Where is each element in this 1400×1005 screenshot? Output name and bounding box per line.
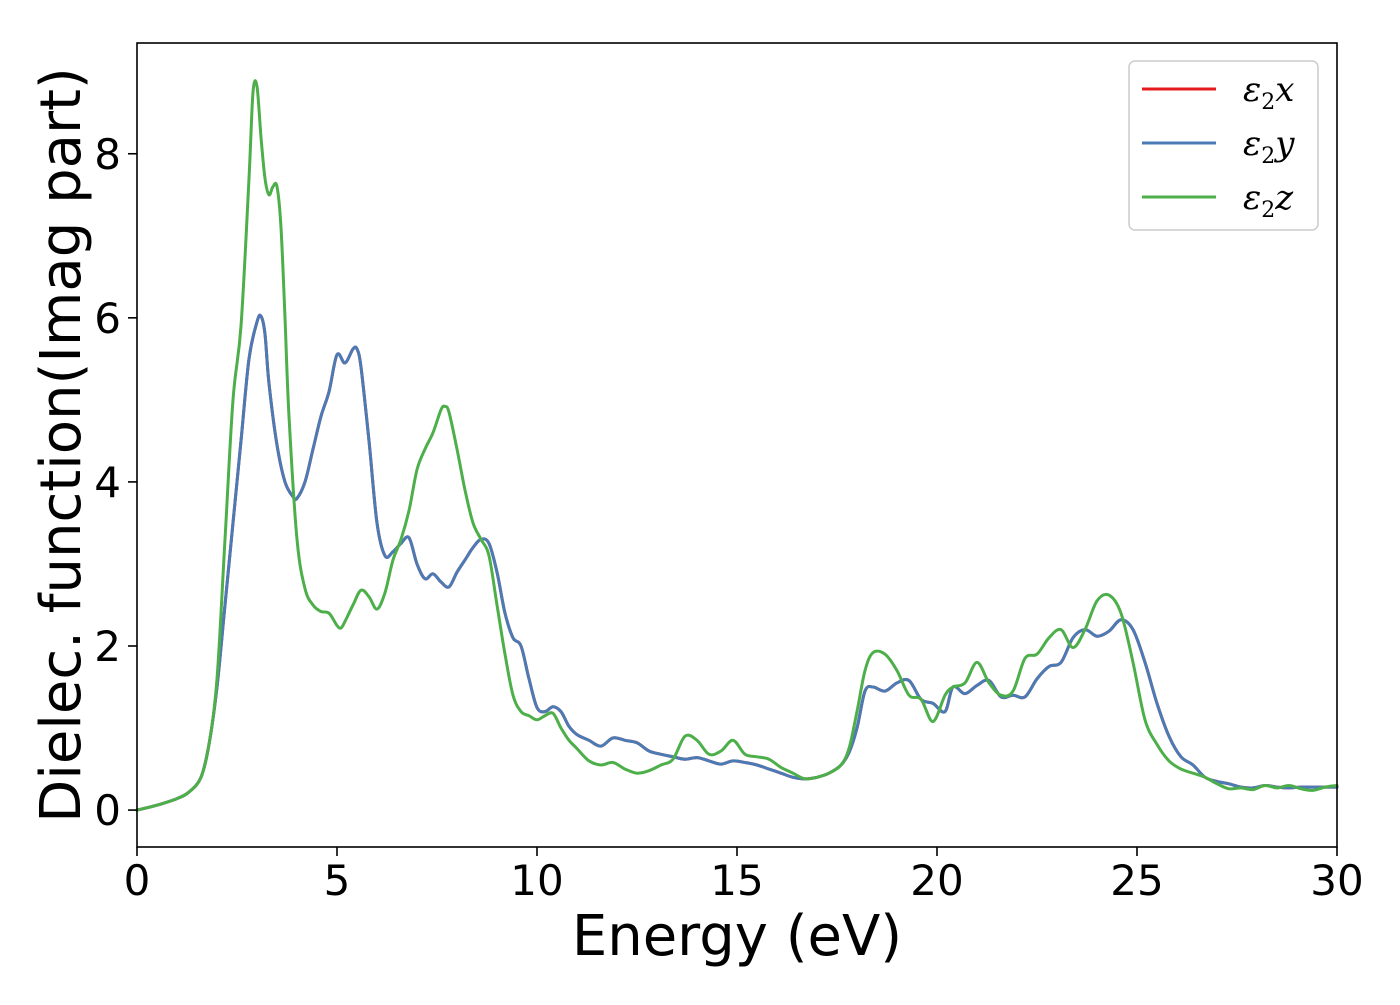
x-tick-label: 10 — [510, 856, 563, 905]
legend-label-base: ε — [1243, 70, 1261, 110]
x-tick-label: 15 — [710, 856, 763, 905]
x-axis: 0 5 10 15 20 25 30 — [124, 847, 1364, 905]
legend-label-z: ε2z — [1243, 178, 1294, 223]
x-tick-label: 30 — [1310, 856, 1363, 905]
y-tick-label: 4 — [94, 458, 121, 507]
legend-label-x: ε2x — [1243, 70, 1294, 115]
x-tick-label: 25 — [1110, 856, 1163, 905]
legend-label-var: y — [1273, 124, 1295, 164]
x-tick-label: 20 — [910, 856, 963, 905]
legend-label-y: ε2y — [1243, 124, 1295, 169]
legend-label-base: ε — [1243, 124, 1261, 164]
x-tick-label: 5 — [324, 856, 351, 905]
legend-label-sub: 2 — [1261, 90, 1275, 115]
x-axis-title: Energy (eV) — [572, 904, 902, 969]
legend-label-var: z — [1274, 178, 1294, 218]
legend-label-sub: 2 — [1261, 198, 1275, 223]
series-layer — [135, 79, 1339, 812]
y-tick-label: 8 — [94, 130, 121, 179]
legend-box — [1128, 60, 1319, 231]
series-line-x — [135, 313, 1339, 812]
y-tick-label: 6 — [94, 294, 121, 343]
y-axis-title: Dielec. function(Imag part) — [29, 67, 94, 823]
series-line-y — [135, 313, 1339, 812]
legend-label-base: ε — [1243, 178, 1261, 218]
y-axis: 0 2 4 6 8 — [94, 130, 137, 835]
legend-label-sub: 2 — [1261, 144, 1275, 169]
y-tick-label: 2 — [94, 622, 121, 671]
legend-label-var: x — [1275, 70, 1294, 110]
series-line-z — [135, 79, 1339, 812]
y-tick-label: 0 — [94, 786, 121, 835]
x-tick-label: 0 — [124, 856, 151, 905]
